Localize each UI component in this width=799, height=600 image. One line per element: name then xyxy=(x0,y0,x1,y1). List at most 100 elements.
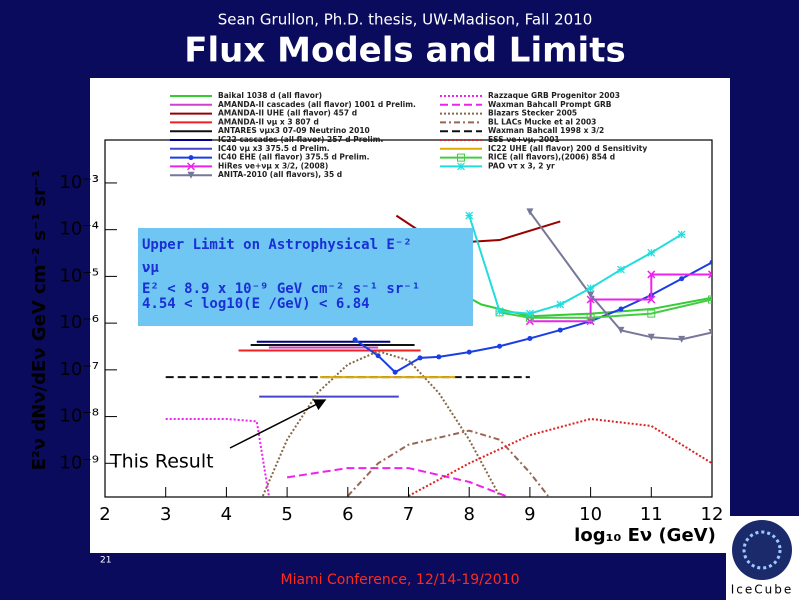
x-tick-label: 8 xyxy=(463,504,474,525)
legend-label: Razzaque GRB Progenitor 2003 xyxy=(488,91,620,100)
y-tick-label: 10⁻³ xyxy=(59,172,99,193)
marker xyxy=(417,355,423,361)
series-line xyxy=(347,429,549,497)
marker xyxy=(457,162,465,171)
series-line xyxy=(261,350,501,497)
footer: Miami Conference, 12/14-19/2010 xyxy=(281,572,520,588)
x-tick-label: 2 xyxy=(99,504,110,525)
marker xyxy=(527,335,533,341)
marker xyxy=(647,248,656,257)
marker xyxy=(647,270,656,279)
logo: IceCube xyxy=(726,516,799,600)
annotation-text: 4.54 < log10(E /GeV) < 6.84 xyxy=(142,296,370,312)
marker xyxy=(617,326,625,334)
x-tick-label: 12 xyxy=(701,504,724,525)
series-line xyxy=(468,215,683,315)
legend: Baikal 1038 d (all flavor)AMANDA-II casc… xyxy=(170,91,647,179)
marker xyxy=(525,309,534,318)
logo-ring xyxy=(742,530,782,570)
marker xyxy=(466,349,472,355)
marker xyxy=(647,333,655,341)
marker xyxy=(187,171,195,179)
annotation-text: Upper Limit on Astrophysical E⁻² xyxy=(142,237,412,253)
marker xyxy=(708,295,712,304)
annotation-box xyxy=(138,228,473,326)
legend-label: BL LACs Mucke et al 2003 xyxy=(488,117,596,126)
logo-text: IceCube xyxy=(731,583,794,597)
legend-label: ANTARES νμx3 07-09 Neutrino 2010 xyxy=(218,126,370,135)
plot xyxy=(165,208,712,497)
legend-label: AMANDA-II cascades (all flavor) 1001 d P… xyxy=(218,100,416,109)
x-tick-label: 11 xyxy=(640,504,663,525)
x-tick-label: 4 xyxy=(221,504,232,525)
series-line xyxy=(499,298,712,319)
y-axis-label: E²ν dNν/dEν GeV cm⁻² s⁻¹ sr⁻¹ xyxy=(29,170,50,471)
marker xyxy=(647,309,656,318)
legend-label: ESS νe+νμ, 2001 xyxy=(488,135,560,144)
series-line xyxy=(408,417,712,497)
x-tick-label: 5 xyxy=(281,504,292,525)
slide-number: 21 xyxy=(100,556,111,566)
x-tick-label: 3 xyxy=(160,504,171,525)
y-tick-label: 10⁻⁷ xyxy=(59,359,99,380)
marker xyxy=(556,300,565,309)
marker xyxy=(678,335,686,343)
marker xyxy=(352,337,358,343)
marker xyxy=(375,353,381,359)
marker xyxy=(186,162,196,171)
marker xyxy=(495,307,504,316)
arrow-label: This Result xyxy=(109,451,214,473)
series-line xyxy=(529,273,712,323)
marker xyxy=(586,284,595,293)
title: Flux Models and Limits xyxy=(184,31,625,71)
legend-label: PAO ντ x 3, 2 yr xyxy=(488,161,555,170)
marker xyxy=(586,313,595,322)
marker xyxy=(436,354,442,360)
legend-label: Waxman Bahcall Prompt GRB xyxy=(488,100,612,109)
y-tick-label: 10⁻⁴ xyxy=(59,219,99,240)
x-tick-label: 10 xyxy=(579,504,602,525)
axes: 2 3 4 5 6 7 8 9 10 11 12 10⁻⁹ 10⁻⁸ 10⁻⁷ 10⁻⁶ 10⁻⁵ 10⁻⁴ 10… xyxy=(59,172,723,525)
series-line xyxy=(529,211,712,341)
series-line xyxy=(286,467,506,497)
marker xyxy=(587,291,595,299)
marker xyxy=(392,369,398,375)
legend-label: IC40 νμ x3 375.5 d Prelim. xyxy=(218,144,330,153)
legend-label: HiRes νe+νμ x 3/2, (2008) xyxy=(218,161,328,170)
x-tick-label: 6 xyxy=(342,504,353,525)
marker xyxy=(188,155,194,161)
marker xyxy=(708,328,712,336)
annotation-text: E² < 8.9 x 10⁻⁹ GeV cm⁻² s⁻¹ sr⁻¹ xyxy=(142,281,420,297)
x-tick-label: 9 xyxy=(524,504,535,525)
marker xyxy=(709,259,712,265)
legend-label: Blazars Stecker 2005 xyxy=(488,109,577,118)
y-tick-label: 10⁻⁵ xyxy=(59,265,99,286)
y-tick-label: 10⁻⁶ xyxy=(59,312,99,333)
x-axis-label: log₁₀ Eν (GeV) xyxy=(574,525,716,546)
marker xyxy=(465,211,474,220)
legend-label: AMANDA-II νμ x 3 807 d xyxy=(218,117,319,126)
series-line xyxy=(165,417,270,497)
marker xyxy=(497,343,503,349)
logo-circle xyxy=(732,520,792,580)
legend-label: Waxman Bahcall 1998 x 3/2 xyxy=(488,126,604,135)
legend-label: IC40 EHE (all flavor) 375.5 d Prelim. xyxy=(218,153,370,162)
marker xyxy=(647,295,656,304)
y-tick-label: 10⁻⁸ xyxy=(59,406,99,427)
marker xyxy=(617,265,625,274)
legend-label: IC22 UHE (all flavor) 200 d Sensitivity xyxy=(488,144,647,153)
series-line xyxy=(438,280,712,318)
series-line xyxy=(354,261,712,374)
legend-label: RICE (all flavors),(2006) 854 d xyxy=(488,153,615,162)
marker xyxy=(526,208,534,216)
x-tick-label: 7 xyxy=(403,504,414,525)
marker xyxy=(679,276,685,282)
annotation-text: νμ xyxy=(142,260,159,276)
marker xyxy=(707,270,712,279)
y-tick-label: 10⁻⁹ xyxy=(59,452,99,473)
legend-label: AMANDA-II UHE (all flavor) 457 d xyxy=(218,109,357,118)
marker xyxy=(557,327,563,333)
marker xyxy=(618,306,624,312)
